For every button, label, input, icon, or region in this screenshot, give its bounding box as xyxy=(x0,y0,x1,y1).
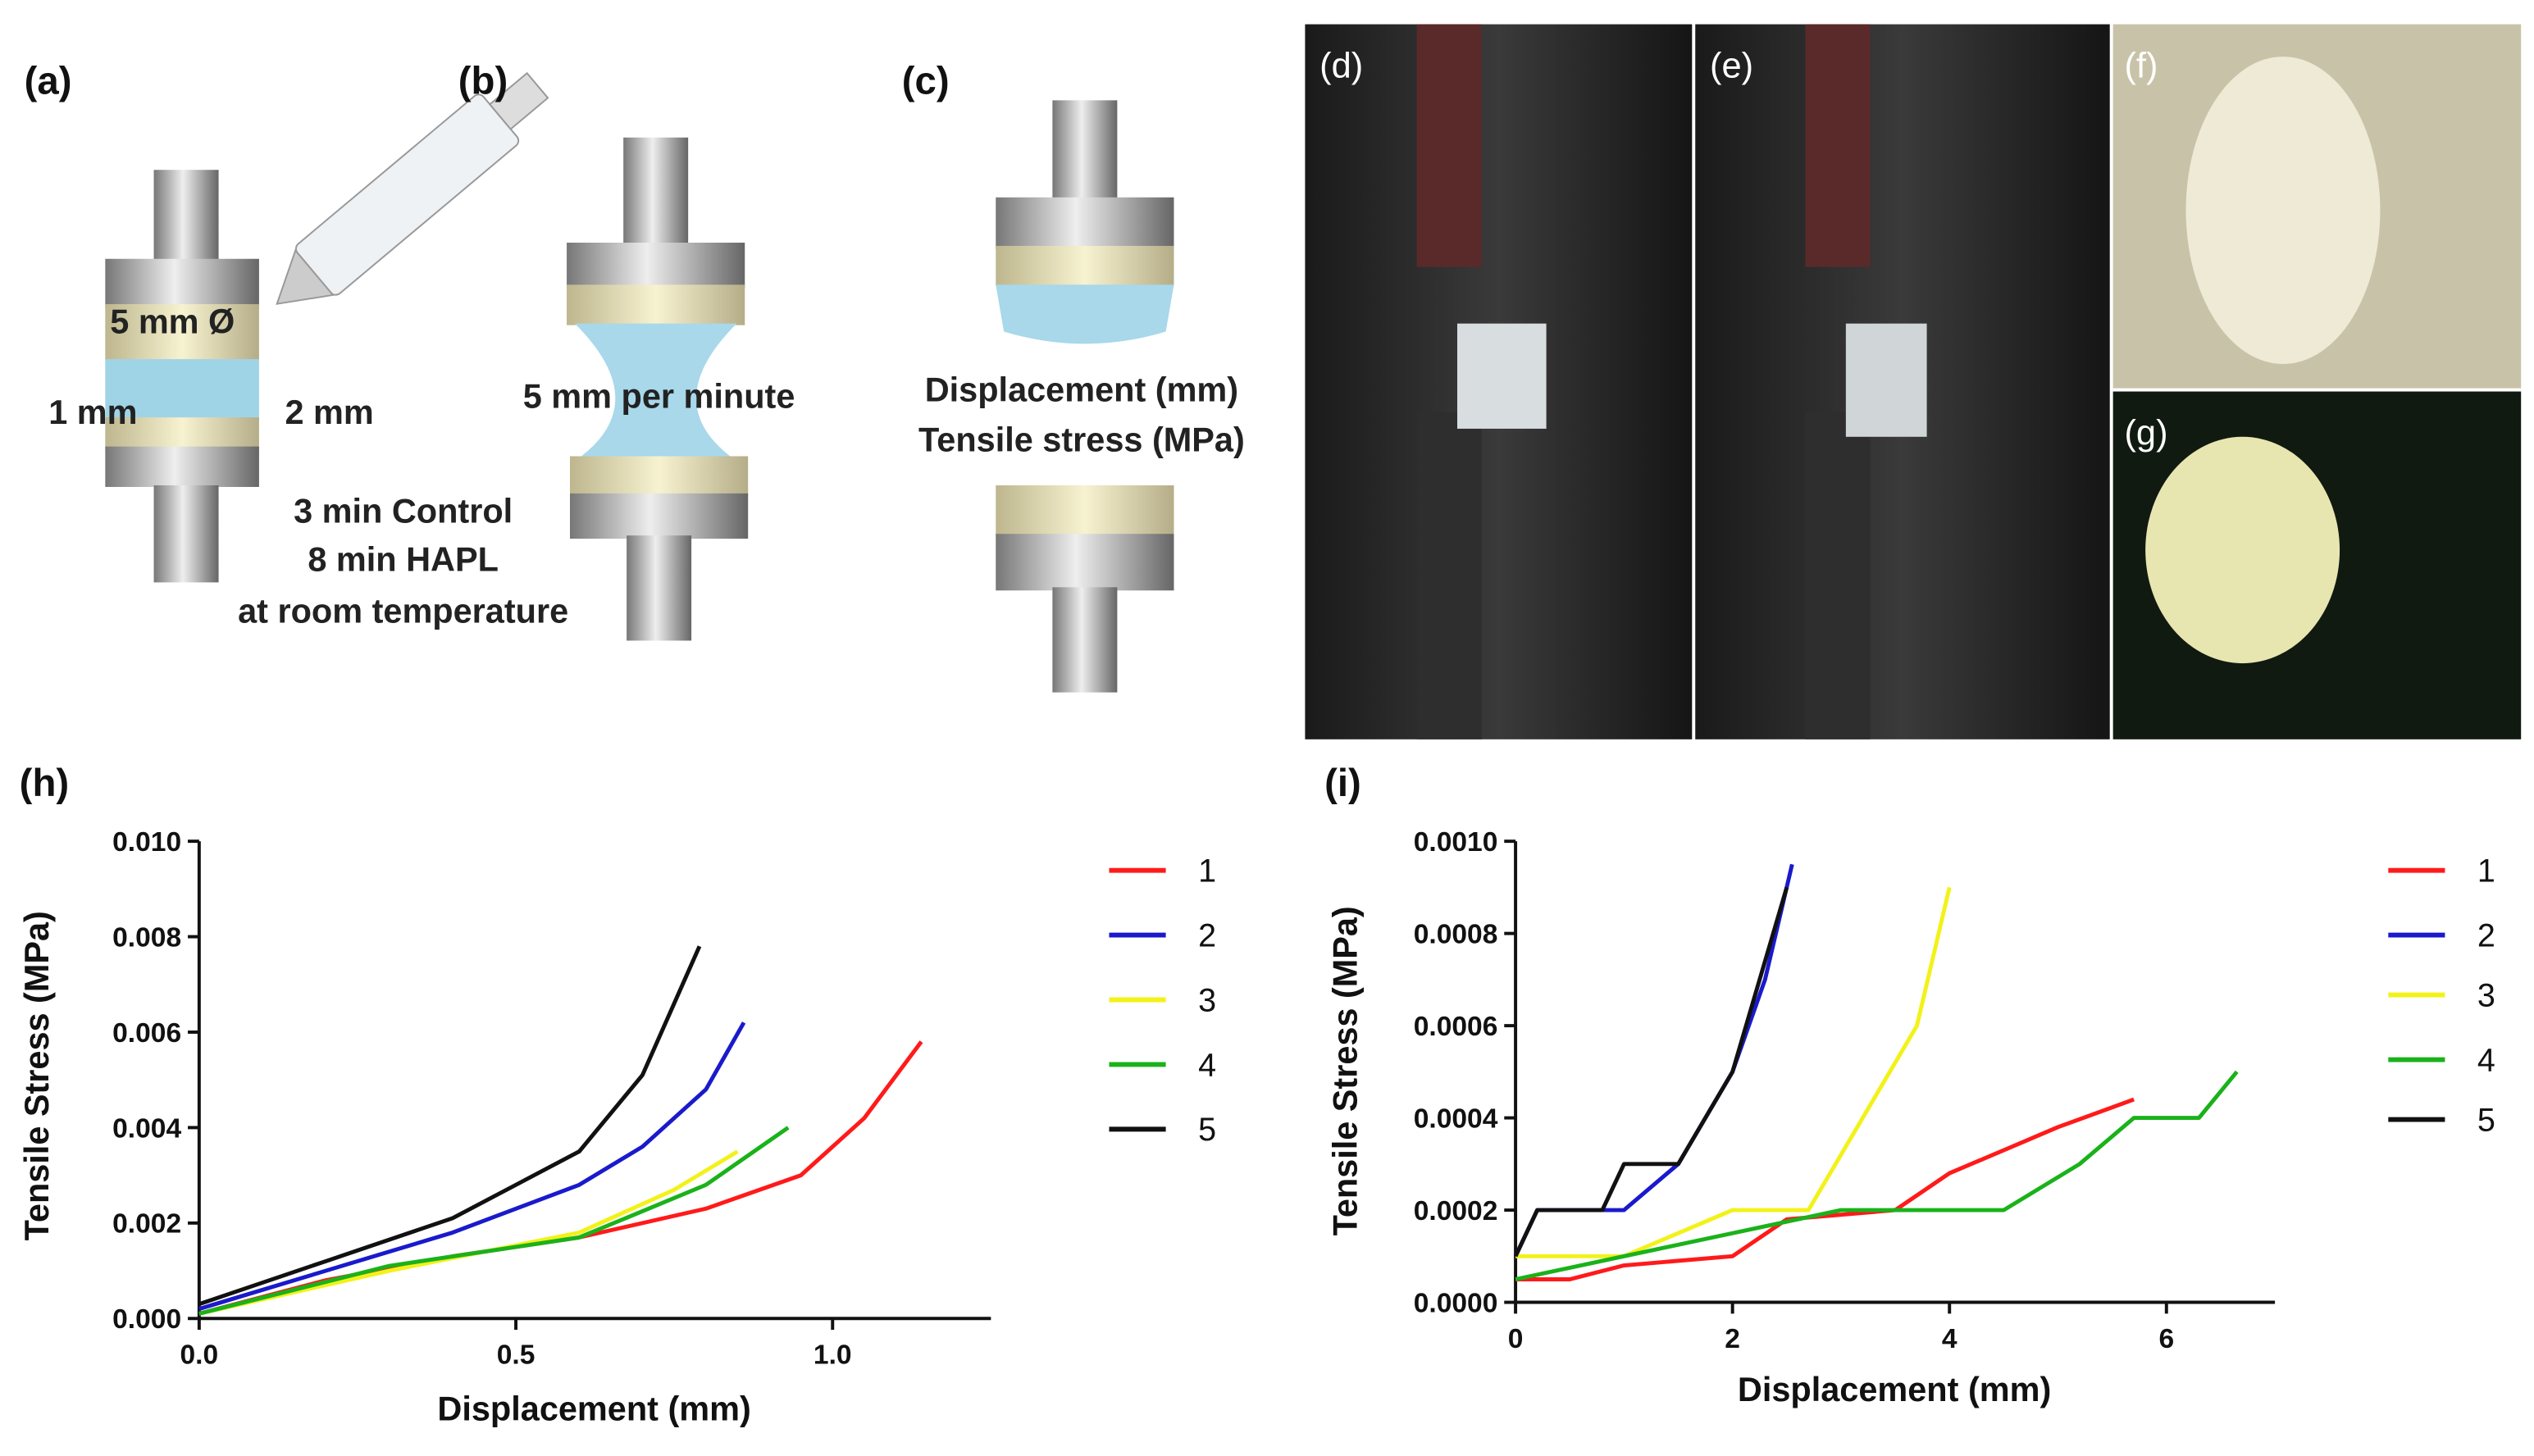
data-line xyxy=(198,1021,746,1311)
annotation: 8 min HAPL xyxy=(308,540,499,579)
data-line xyxy=(1513,863,1794,1258)
y-tick-label: 0.0008 xyxy=(1414,919,1498,949)
y-axis-label: Tensile Stress (MPa) xyxy=(17,911,56,1240)
legend-label: 3 xyxy=(2477,977,2495,1013)
y-tick-label: 0.002 xyxy=(112,1209,181,1240)
y-tick-label: 0.008 xyxy=(112,922,181,953)
legend-label: 5 xyxy=(1198,1112,1216,1148)
legend-label: 2 xyxy=(1198,917,1216,953)
chart: 0.0000 0.0002 0.0004 0.0006 0.0008 0.0010 0 2 4 6… xyxy=(1326,827,2495,1408)
panel-label: (i) xyxy=(1324,762,1361,805)
panel-labels: (a) (b) (c) (d) (e) (f) (g) (h) (i) xyxy=(20,47,2168,805)
y-tick-label: 0.010 xyxy=(112,827,181,858)
data-line xyxy=(198,1126,790,1316)
data-line xyxy=(198,945,702,1307)
panel-label: (c) xyxy=(902,59,950,102)
y-tick-label: 0.0006 xyxy=(1414,1012,1498,1042)
x-tick-label: 4 xyxy=(1942,1324,1957,1354)
y-axis-label: Tensile Stress (MPa) xyxy=(1326,906,1365,1235)
illustration-a xyxy=(105,71,549,583)
photos xyxy=(1305,24,2522,739)
legend-label: 1 xyxy=(1198,853,1216,889)
x-tick-label: 0.0 xyxy=(180,1340,219,1371)
legend-label: 2 xyxy=(2477,917,2495,953)
data-line xyxy=(198,1149,739,1316)
annotation: 1 mm xyxy=(48,393,137,431)
data-line xyxy=(1515,1070,2239,1281)
annotation: 3 min Control xyxy=(294,491,513,530)
chart: 0.000 0.002 0.004 0.006 0.008 0.010 0.0 0.5 1.0 D… xyxy=(17,827,1216,1428)
x-tick-label: 2 xyxy=(1725,1324,1740,1354)
data-line xyxy=(1515,1097,2135,1281)
annotation: 2 mm xyxy=(285,393,374,431)
panel-label: (a) xyxy=(25,59,72,102)
data-line xyxy=(1513,886,1789,1258)
x-axis-label: Displacement (mm) xyxy=(1738,1370,2051,1408)
legend-label: 4 xyxy=(2477,1042,2495,1078)
panel-label: (e) xyxy=(1710,47,1753,86)
y-tick-label: 0.0000 xyxy=(1414,1288,1498,1318)
panel-label: (h) xyxy=(20,762,70,805)
y-tick-label: 0.0010 xyxy=(1414,827,1498,858)
data-line xyxy=(198,1040,923,1316)
legend-label: 4 xyxy=(1198,1047,1216,1083)
y-tick-label: 0.000 xyxy=(112,1304,181,1335)
annotation: Displacement (mm) xyxy=(925,370,1238,408)
annotation: Tensile stress (MPa) xyxy=(918,421,1245,459)
x-tick-label: 0 xyxy=(1508,1324,1524,1354)
panel-label: (g) xyxy=(2124,414,2167,453)
panel-label: (b) xyxy=(458,59,508,102)
panel-label: (f) xyxy=(2124,47,2158,86)
x-tick-label: 1.0 xyxy=(814,1340,852,1371)
legend-label: 1 xyxy=(2477,853,2495,889)
annotation: 5 mm Ø xyxy=(110,303,235,341)
y-tick-label: 0.0004 xyxy=(1414,1103,1498,1134)
x-tick-label: 6 xyxy=(2158,1324,2174,1354)
illustration-c xyxy=(996,100,1174,693)
y-tick-label: 0.006 xyxy=(112,1018,181,1049)
legend-label: 5 xyxy=(2477,1102,2495,1138)
legend-label: 3 xyxy=(1198,982,1216,1018)
annotation: 5 mm per minute xyxy=(523,376,795,415)
x-axis-label: Displacement (mm) xyxy=(437,1390,750,1428)
annotation: at room temperature xyxy=(238,592,568,630)
y-tick-label: 0.0002 xyxy=(1414,1196,1498,1226)
x-tick-label: 0.5 xyxy=(497,1340,536,1371)
panel-label: (d) xyxy=(1319,47,1363,86)
y-tick-label: 0.004 xyxy=(112,1113,181,1144)
illustration-b xyxy=(567,137,749,641)
annotations: 5 mm Ø 1 mm 2 mm 3 min Control 8 min HAP… xyxy=(48,303,1245,630)
